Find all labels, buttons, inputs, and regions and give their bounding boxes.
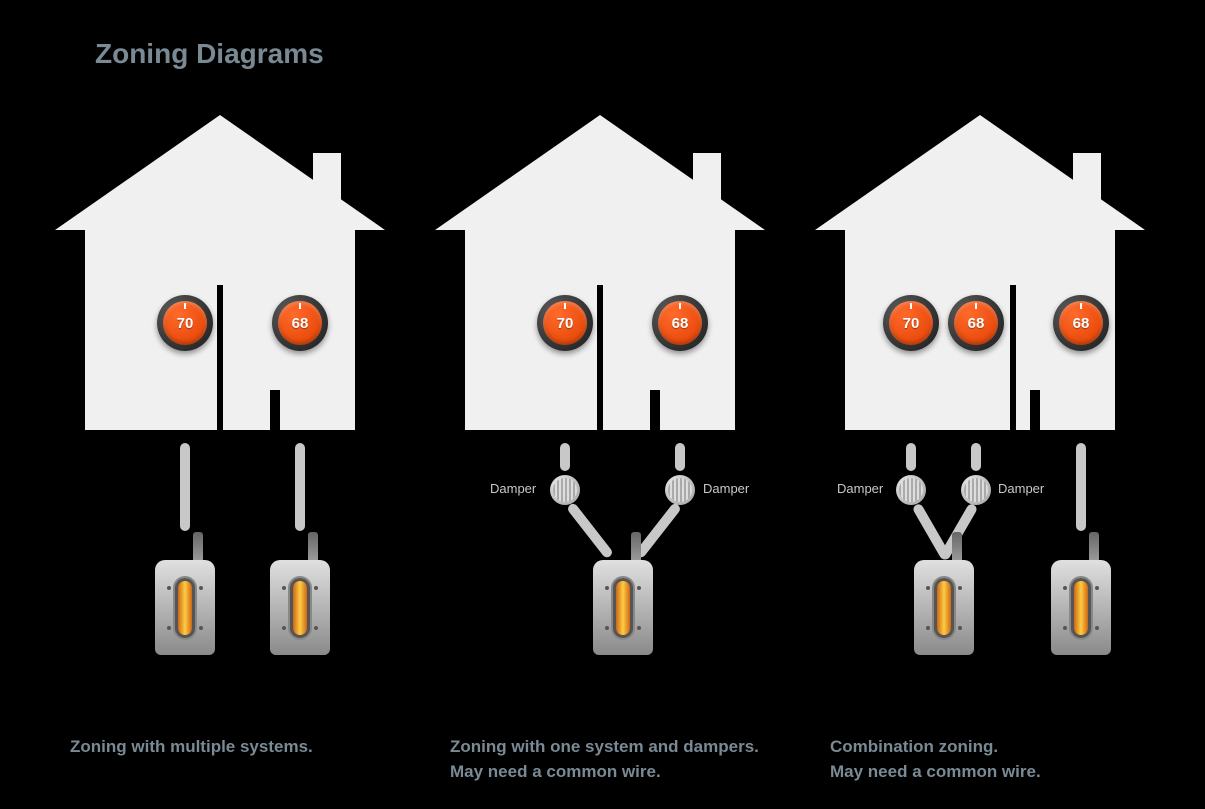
wire <box>180 443 190 531</box>
heater-icon <box>914 560 974 655</box>
wire <box>295 443 305 531</box>
wire <box>560 443 570 471</box>
damper-label: Damper <box>490 481 536 496</box>
page-title: Zoning Diagrams <box>95 38 324 70</box>
diagram-multi-systems: 70 68 <box>55 115 415 435</box>
thermostat-icon: 70 <box>537 295 593 351</box>
thermostat-icon: 68 <box>652 295 708 351</box>
thermostat-icon: 68 <box>948 295 1004 351</box>
thermostat-icon: 68 <box>272 295 328 351</box>
damper-icon <box>665 475 695 505</box>
diagram-caption: Zoning with one system and dampers. May … <box>450 735 759 784</box>
thermostat-icon: 70 <box>883 295 939 351</box>
heater-icon <box>593 560 653 655</box>
house-icon <box>55 115 385 435</box>
damper-icon <box>961 475 991 505</box>
diagram-combination: 70 68 68 Damper Damper <box>815 115 1175 435</box>
damper-label: Damper <box>703 481 749 496</box>
house-icon <box>435 115 765 435</box>
wire <box>634 502 682 559</box>
damper-icon <box>896 475 926 505</box>
diagram-one-system-dampers: 70 68 Damper Damper <box>435 115 795 435</box>
thermostat-icon: 68 <box>1053 295 1109 351</box>
damper-icon <box>550 475 580 505</box>
diagram-caption: Zoning with multiple systems. <box>70 735 313 760</box>
thermostat-icon: 70 <box>157 295 213 351</box>
wire <box>675 443 685 471</box>
wire <box>971 443 981 471</box>
damper-label: Damper <box>998 481 1044 496</box>
house-icon <box>815 115 1145 435</box>
damper-label: Damper <box>837 481 883 496</box>
heater-icon <box>155 560 215 655</box>
wire <box>566 502 614 559</box>
heater-icon <box>270 560 330 655</box>
diagram-caption: Combination zoning. May need a common wi… <box>830 735 1041 784</box>
wire <box>906 443 916 471</box>
wire <box>1076 443 1086 531</box>
heater-icon <box>1051 560 1111 655</box>
